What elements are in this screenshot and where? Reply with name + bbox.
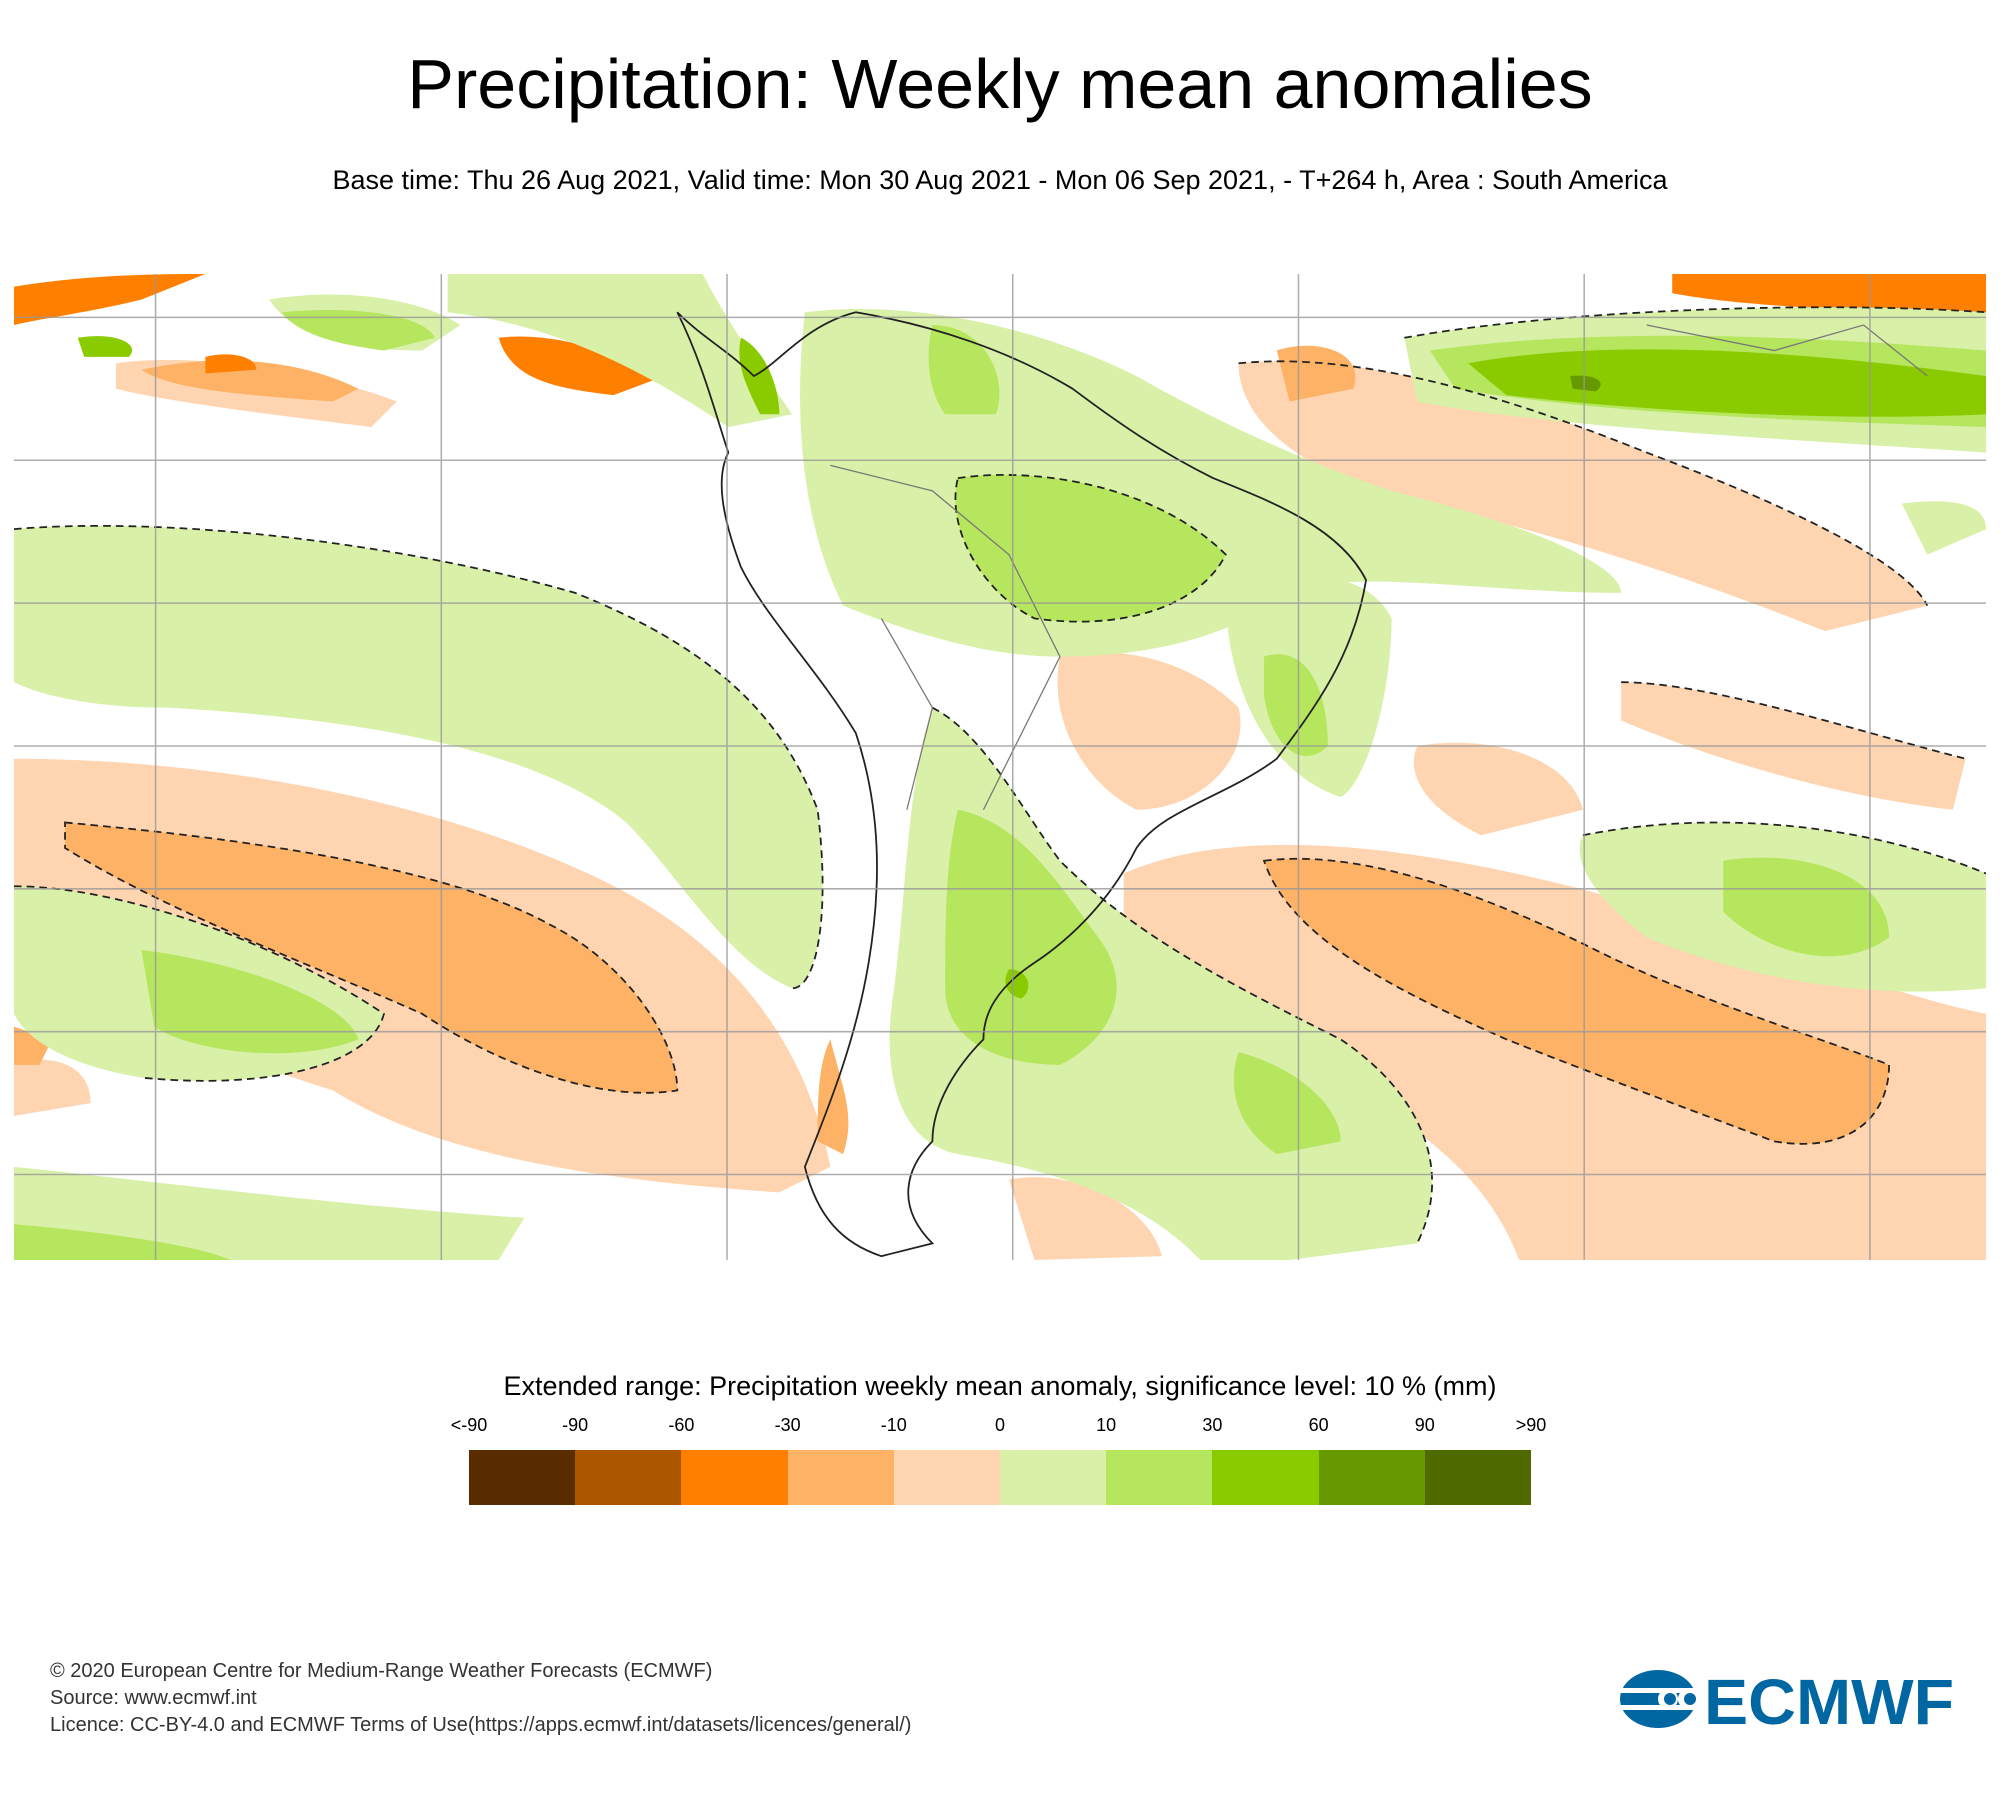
legend-swatch [1212,1450,1319,1505]
legend-tick: -90 [562,1415,589,1435]
licence-text: Licence: CC-BY-4.0 and ECMWF Terms of Us… [50,1714,912,1736]
ecmwf-logo: ECMWF [1618,1668,1954,1730]
gridlines [14,274,1986,1260]
legend-swatch [469,1450,576,1505]
legend-swatch [681,1450,788,1505]
legend-swatch [1000,1450,1107,1505]
legend-swatch [1318,1450,1425,1505]
legend-swatch [1106,1450,1213,1505]
legend-tick: -10 [880,1415,907,1435]
footer: © 2020 European Centre for Medium-Range … [50,1658,911,1739]
anomaly-fields [14,274,1986,1260]
legend-swatch [1424,1450,1532,1505]
pacific-wet-area [14,525,823,989]
legend-tick: 0 [994,1415,1006,1435]
legend-tick: 60 [1308,1415,1329,1435]
legend-swatch [575,1450,682,1505]
legend-tick: 30 [1202,1415,1223,1435]
chart-subtitle: Base time: Thu 26 Aug 2021, Valid time: … [332,165,1668,195]
legend-tick: 90 [1414,1415,1435,1435]
legend-colorbar [469,1450,1532,1505]
legend-tick: >90 [1515,1415,1547,1435]
significance-contours [14,306,1986,1244]
legend-tick: -30 [774,1415,801,1435]
legend-tick: 10 [1096,1415,1117,1435]
logo-text: ECMWF [1704,1668,1954,1730]
atlantic-orange-area [1264,858,1890,1144]
coastline [676,311,1368,1258]
source-text: Source: www.ecmwf.int [50,1687,257,1709]
pacific-orange-area [65,822,678,1093]
legend-title: Extended range: Precipitation weekly mea… [503,1371,1497,1401]
legend-swatch [787,1450,894,1505]
legend-tick: <-90 [450,1415,488,1435]
copyright-text: © 2020 European Centre for Medium-Range … [50,1660,713,1682]
legend-tick: -60 [668,1415,695,1435]
chart-title: Precipitation: Weekly mean anomalies [407,45,1593,123]
legend-ticks: <-90 -90 -60 -30 -10 0 10 30 60 90 >90 [451,1415,1547,1439]
legend-swatch [893,1450,1001,1505]
anomaly-map [14,274,1986,1260]
